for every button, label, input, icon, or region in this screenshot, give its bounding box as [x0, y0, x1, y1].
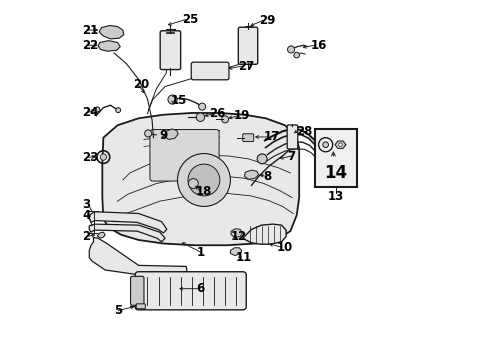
Circle shape — [116, 108, 121, 113]
Text: 3: 3 — [82, 198, 90, 211]
Bar — [314, 129, 357, 187]
Circle shape — [221, 116, 228, 123]
Text: 25: 25 — [182, 13, 198, 26]
Text: 11: 11 — [235, 251, 251, 264]
Polygon shape — [244, 170, 258, 179]
FancyBboxPatch shape — [238, 27, 257, 64]
Polygon shape — [242, 224, 285, 244]
Text: 27: 27 — [238, 59, 254, 73]
Polygon shape — [99, 26, 123, 39]
FancyBboxPatch shape — [286, 125, 297, 149]
Text: 23: 23 — [82, 150, 98, 163]
FancyBboxPatch shape — [191, 62, 228, 80]
Text: 8: 8 — [263, 170, 270, 183]
Circle shape — [196, 113, 204, 121]
FancyBboxPatch shape — [136, 304, 145, 309]
Text: 12: 12 — [231, 230, 247, 243]
Text: 4: 4 — [82, 209, 90, 222]
Text: 13: 13 — [327, 190, 343, 203]
Circle shape — [287, 46, 294, 53]
Circle shape — [100, 154, 106, 160]
Circle shape — [322, 142, 328, 148]
Text: 28: 28 — [295, 125, 311, 138]
Text: 6: 6 — [195, 282, 203, 295]
FancyBboxPatch shape — [135, 272, 246, 310]
Text: 21: 21 — [82, 23, 98, 37]
Text: 20: 20 — [133, 77, 149, 90]
Polygon shape — [89, 224, 165, 242]
Text: 29: 29 — [259, 14, 275, 27]
Polygon shape — [164, 129, 178, 139]
Circle shape — [293, 52, 299, 58]
Circle shape — [338, 143, 342, 147]
Text: 5: 5 — [114, 304, 122, 317]
Text: 10: 10 — [276, 240, 293, 253]
Circle shape — [177, 153, 230, 207]
Circle shape — [188, 164, 219, 196]
Text: 18: 18 — [195, 185, 212, 198]
Text: 24: 24 — [82, 107, 99, 120]
Circle shape — [167, 95, 177, 104]
Text: 19: 19 — [233, 109, 250, 122]
Circle shape — [144, 130, 151, 137]
FancyBboxPatch shape — [150, 130, 219, 181]
Circle shape — [188, 179, 198, 189]
Text: 1: 1 — [197, 246, 204, 259]
Text: 16: 16 — [310, 39, 326, 52]
Polygon shape — [97, 232, 105, 238]
Polygon shape — [334, 141, 345, 148]
Text: 14: 14 — [323, 164, 346, 182]
Polygon shape — [230, 248, 241, 256]
FancyBboxPatch shape — [160, 31, 180, 69]
Circle shape — [198, 103, 205, 110]
FancyBboxPatch shape — [130, 276, 143, 305]
FancyBboxPatch shape — [242, 134, 253, 141]
Text: 17: 17 — [264, 130, 280, 143]
Polygon shape — [89, 212, 166, 233]
Polygon shape — [98, 41, 120, 51]
Circle shape — [95, 107, 100, 112]
Text: 22: 22 — [82, 39, 98, 52]
Text: 26: 26 — [209, 107, 225, 120]
Text: 2: 2 — [82, 230, 90, 243]
Text: 7: 7 — [287, 149, 295, 162]
Text: 15: 15 — [171, 94, 187, 107]
Polygon shape — [102, 113, 299, 245]
Text: 9: 9 — [160, 129, 168, 143]
Polygon shape — [89, 238, 187, 275]
Polygon shape — [231, 229, 242, 238]
Circle shape — [257, 154, 266, 164]
